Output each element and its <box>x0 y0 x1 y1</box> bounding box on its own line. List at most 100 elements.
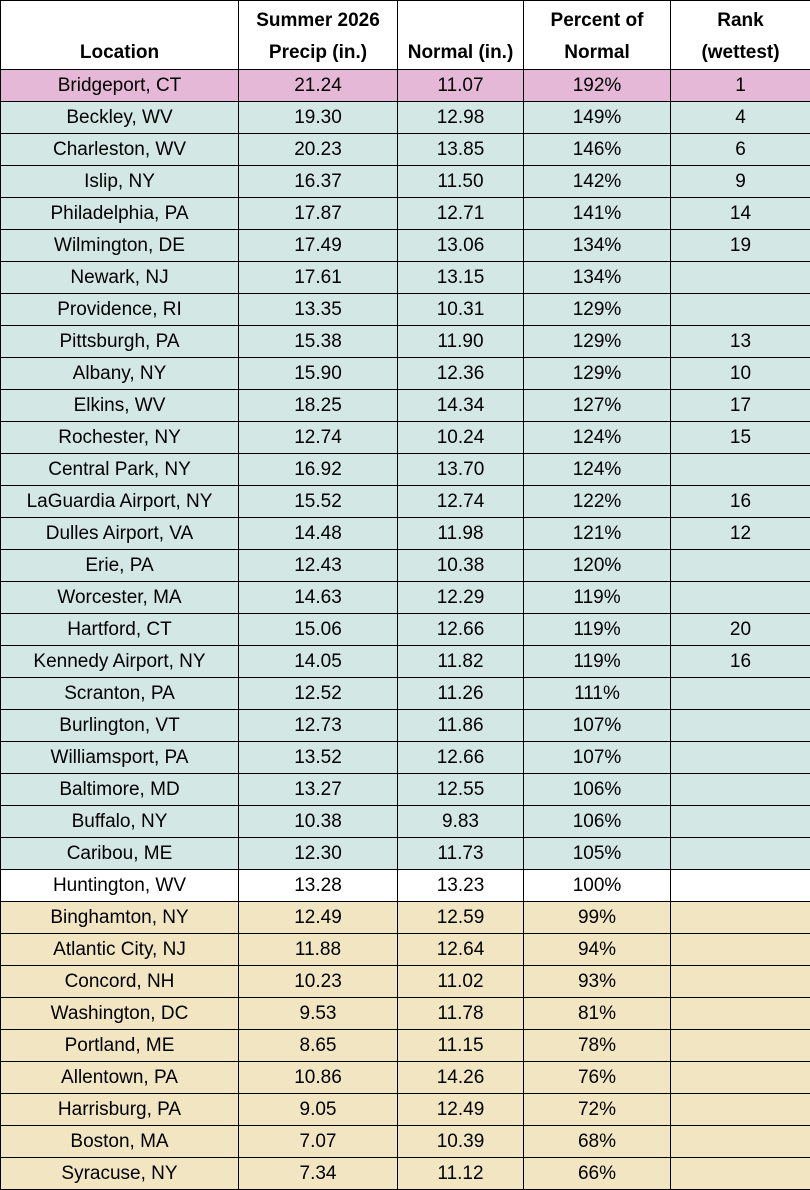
table-row: Syracuse, NY 7.34 11.12 66% <box>0 1157 810 1190</box>
value-cell: 14.05 <box>238 645 398 678</box>
empty-cell <box>670 1029 810 1062</box>
value-cell: 14.63 <box>238 581 398 614</box>
empty-cell <box>670 1061 810 1094</box>
empty-cell <box>670 677 810 710</box>
table-row: Bridgeport, CT 21.24 11.07 192% 1 <box>0 69 810 102</box>
value-cell: 107% <box>523 709 671 742</box>
value-cell: 72% <box>523 1093 671 1126</box>
table-row: Wilmington, DE 17.49 13.06 134% 19 <box>0 229 810 262</box>
value-cell: 7.07 <box>238 1125 398 1158</box>
value-cell: 10 <box>670 357 810 390</box>
value-cell: 13.85 <box>397 133 524 166</box>
table-row: Buffalo, NY 10.38 9.83 106% <box>0 805 810 838</box>
table-row: Albany, NY 15.90 12.36 129% 10 <box>0 357 810 390</box>
value-cell: 66% <box>523 1157 671 1190</box>
value-cell: 12.66 <box>397 613 524 646</box>
table-row: Newark, NJ 17.61 13.15 134% <box>0 261 810 294</box>
column-header: Percent of Normal <box>523 0 671 70</box>
table-row: Dulles Airport, VA 14.48 11.98 121% 12 <box>0 517 810 550</box>
value-cell: 12.74 <box>397 485 524 518</box>
location-cell: Allentown, PA <box>0 1061 239 1094</box>
value-cell: 10.23 <box>238 965 398 998</box>
value-cell: 119% <box>523 581 671 614</box>
value-cell: 78% <box>523 1029 671 1062</box>
empty-cell <box>670 805 810 838</box>
value-cell: 15 <box>670 421 810 454</box>
table-row: Allentown, PA 10.86 14.26 76% <box>0 1061 810 1094</box>
column-header: Summer 2026 Precip (in.) <box>238 0 398 70</box>
location-cell: Concord, NH <box>0 965 239 998</box>
empty-cell <box>670 901 810 934</box>
table-row: LaGuardia Airport, NY 15.52 12.74 122% 16 <box>0 485 810 518</box>
value-cell: 17.61 <box>238 261 398 294</box>
value-cell: 13.27 <box>238 773 398 806</box>
value-cell: 13.52 <box>238 741 398 774</box>
value-cell: 1 <box>670 69 810 102</box>
value-cell: 7.34 <box>238 1157 398 1190</box>
value-cell: 192% <box>523 69 671 102</box>
value-cell: 15.38 <box>238 325 398 358</box>
table-row: Kennedy Airport, NY 14.05 11.82 119% 16 <box>0 645 810 678</box>
location-cell: Syracuse, NY <box>0 1157 239 1190</box>
table-row: Hartford, CT 15.06 12.66 119% 20 <box>0 613 810 646</box>
value-cell: 9.53 <box>238 997 398 1030</box>
table-row: Philadelphia, PA 17.87 12.71 141% 14 <box>0 197 810 230</box>
value-cell: 12.66 <box>397 741 524 774</box>
value-cell: 12.52 <box>238 677 398 710</box>
table-row: Elkins, WV 18.25 14.34 127% 17 <box>0 389 810 422</box>
value-cell: 14 <box>670 197 810 230</box>
location-cell: Boston, MA <box>0 1125 239 1158</box>
value-cell: 12.43 <box>238 549 398 582</box>
table-row: Caribou, ME 12.30 11.73 105% <box>0 837 810 870</box>
table-row: Concord, NH 10.23 11.02 93% <box>0 965 810 998</box>
table-row: Worcester, MA 14.63 12.29 119% <box>0 581 810 614</box>
value-cell: 13 <box>670 325 810 358</box>
location-cell: Erie, PA <box>0 549 239 582</box>
value-cell: 20.23 <box>238 133 398 166</box>
location-cell: Worcester, MA <box>0 581 239 614</box>
value-cell: 76% <box>523 1061 671 1094</box>
value-cell: 93% <box>523 965 671 998</box>
location-cell: Newark, NJ <box>0 261 239 294</box>
value-cell: 107% <box>523 741 671 774</box>
value-cell: 81% <box>523 997 671 1030</box>
location-cell: Dulles Airport, VA <box>0 517 239 550</box>
location-cell: Beckley, WV <box>0 101 239 134</box>
location-cell: Binghamton, NY <box>0 901 239 934</box>
location-cell: Bridgeport, CT <box>0 69 239 102</box>
location-cell: Islip, NY <box>0 165 239 198</box>
value-cell: 19 <box>670 229 810 262</box>
table-row: Boston, MA 7.07 10.39 68% <box>0 1125 810 1158</box>
value-cell: 121% <box>523 517 671 550</box>
table-row: Beckley, WV 19.30 12.98 149% 4 <box>0 101 810 134</box>
empty-cell <box>670 933 810 966</box>
value-cell: 10.31 <box>397 293 524 326</box>
value-cell: 12.49 <box>397 1093 524 1126</box>
value-cell: 105% <box>523 837 671 870</box>
location-cell: Rochester, NY <box>0 421 239 454</box>
value-cell: 106% <box>523 805 671 838</box>
value-cell: 11.15 <box>397 1029 524 1062</box>
value-cell: 99% <box>523 901 671 934</box>
value-cell: 124% <box>523 453 671 486</box>
location-cell: LaGuardia Airport, NY <box>0 485 239 518</box>
value-cell: 12.36 <box>397 357 524 390</box>
location-cell: Wilmington, DE <box>0 229 239 262</box>
value-cell: 13.28 <box>238 869 398 902</box>
table-row: Central Park, NY 16.92 13.70 124% <box>0 453 810 486</box>
location-cell: Albany, NY <box>0 357 239 390</box>
table-row: Burlington, VT 12.73 11.86 107% <box>0 709 810 742</box>
value-cell: 15.90 <box>238 357 398 390</box>
location-cell: Pittsburgh, PA <box>0 325 239 358</box>
location-cell: Atlantic City, NJ <box>0 933 239 966</box>
value-cell: 120% <box>523 549 671 582</box>
value-cell: 68% <box>523 1125 671 1158</box>
value-cell: 13.15 <box>397 261 524 294</box>
location-cell: Scranton, PA <box>0 677 239 710</box>
column-header: Rank (wettest) <box>670 0 810 70</box>
location-cell: Harrisburg, PA <box>0 1093 239 1126</box>
value-cell: 12.98 <box>397 101 524 134</box>
column-header: Normal (in.) <box>397 0 524 70</box>
